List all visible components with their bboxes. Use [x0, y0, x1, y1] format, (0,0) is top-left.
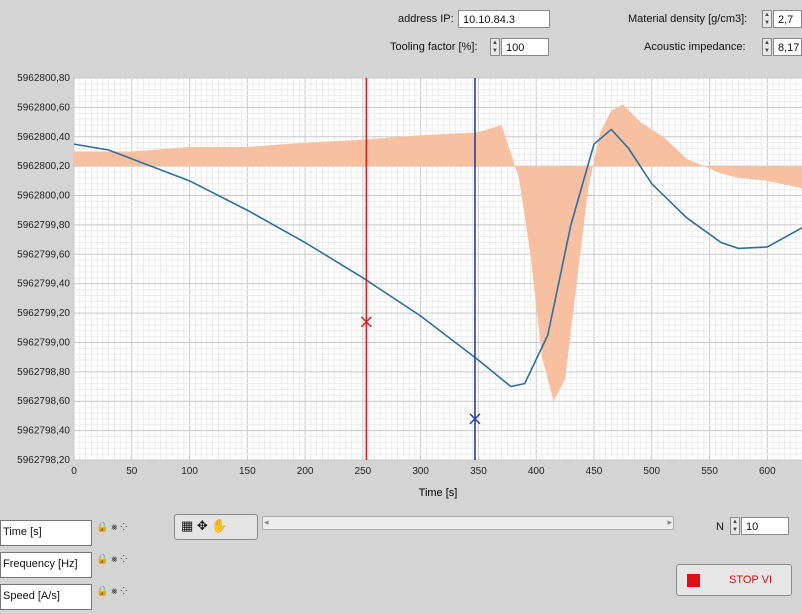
x-tick-label: 150 [239, 466, 256, 477]
cursor-marker [469, 413, 481, 425]
cursors[interactable] [360, 78, 481, 460]
y-tick-label: 5962799,60 [17, 249, 70, 260]
x-tick-label: 350 [470, 466, 487, 477]
x-tick-label: 100 [181, 466, 198, 477]
material-density-label: Material density [g/cm3]: [628, 13, 748, 25]
x-tick-label: 500 [643, 466, 660, 477]
address-ip-input[interactable]: 10.10.84.3 [458, 10, 550, 28]
acoustic-impedance-label: Acoustic impedance: [644, 41, 746, 53]
n-label: N [716, 521, 724, 533]
waveform-graph[interactable]: 5962800,80 5962800,60 5962800,40 5962800,20… [0, 68, 802, 508]
x-axis: 0 50 100 150 200 250 300 350 400 450 500 550 600 [71, 466, 776, 477]
y-tick-label: 5962800,80 [17, 73, 70, 84]
y-tick-label: 5962799,00 [17, 337, 70, 348]
legend-frequency[interactable]: Frequency [Hz] [0, 552, 92, 578]
material-density-input[interactable]: 2,7 [773, 10, 802, 28]
line-series [73, 128, 802, 388]
y-tick-label: 5962799,20 [17, 308, 70, 319]
x-tick-label: 200 [297, 466, 314, 477]
x-tick-label: 0 [71, 466, 77, 477]
grid [73, 77, 802, 461]
legend-speed[interactable]: Speed [A/s] [0, 584, 92, 610]
n-input[interactable]: 10 [741, 517, 789, 535]
y-tick-label: 5962798,60 [17, 396, 70, 407]
y-tick-label: 5962800,00 [17, 191, 70, 202]
x-tick-label: 450 [586, 466, 603, 477]
scroll-left-arrow[interactable]: ◂ [264, 517, 269, 527]
acoustic-impedance-input[interactable]: 8,17 [773, 38, 802, 56]
x-tick-label: 550 [701, 466, 718, 477]
area-series [74, 104, 802, 402]
horizontal-scrollbar[interactable]: ◂ ▸ [262, 516, 674, 530]
y-tick-label: 5962799,40 [17, 279, 70, 290]
stop-icon [687, 574, 700, 587]
y-tick-label: 5962800,40 [17, 132, 70, 143]
n-spinner[interactable]: ▲ ▼ [730, 517, 740, 535]
graph-palette[interactable]: ▦ ✥ ✋ [174, 514, 258, 540]
line-series-path [73, 128, 802, 388]
x-tick-label: 50 [126, 466, 138, 477]
area-series-fill [74, 104, 802, 402]
stop-vi-label: STOP VI [729, 574, 773, 586]
x-tick-label: 400 [528, 466, 545, 477]
scroll-right-arrow[interactable]: ▸ [667, 517, 672, 527]
cursor-marker [360, 316, 372, 328]
y-tick-label: 5962800,20 [17, 161, 70, 172]
tooling-factor-label: Tooling factor [%]: [390, 41, 478, 53]
tooling-factor-spinner[interactable]: ▲ ▼ [490, 38, 500, 56]
y-tick-label: 5962798,20 [17, 455, 70, 466]
y-tick-label: 5962800,60 [17, 102, 70, 113]
y-tick-label: 5962798,80 [17, 367, 70, 378]
x-tick-label: 600 [759, 466, 776, 477]
material-density-spinner[interactable]: ▲ ▼ [762, 10, 772, 28]
acoustic-impedance-spinner[interactable]: ▲ ▼ [762, 38, 772, 56]
x-tick-label: 300 [412, 466, 429, 477]
tooling-factor-input[interactable]: 100 [501, 38, 549, 56]
x-axis-label: Time [s] [419, 487, 458, 499]
legend-lock-icons[interactable]: 🔒 ⨳ ⁘ [96, 522, 128, 533]
legend-time[interactable]: Time [s] [0, 520, 92, 546]
y-axis: 5962800,80 5962800,60 5962800,40 5962800,20… [17, 73, 70, 466]
y-tick-label: 5962799,80 [17, 220, 70, 231]
y-tick-label: 5962798,40 [17, 426, 70, 437]
address-ip-label: address IP: [398, 13, 454, 25]
legend-lock-icons[interactable]: 🔒 ⨳ ⁘ [96, 554, 128, 565]
x-tick-label: 250 [355, 466, 372, 477]
legend-lock-icons[interactable]: 🔒 ⨳ ⁘ [96, 586, 128, 597]
stop-vi-button[interactable]: STOP VI [676, 564, 792, 596]
